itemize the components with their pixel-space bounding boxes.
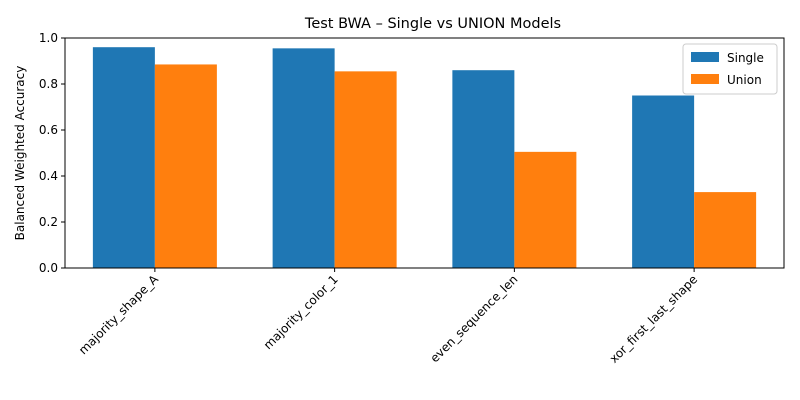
x-tick-label: majority_shape_A: [76, 272, 162, 358]
bar-union-majority-color-1: [334, 71, 397, 268]
y-tick-label: 0.8: [39, 77, 58, 91]
legend-swatch-union: [691, 74, 719, 84]
bar-union-xor-first-last-shape: [694, 192, 757, 268]
legend: Single Union: [682, 43, 778, 95]
y-tick-label: 0.4: [39, 169, 58, 183]
legend-label-single: Single: [727, 51, 764, 65]
bar-single-even-sequence-len: [452, 70, 515, 268]
x-tick-label: even_sequence_len: [427, 272, 520, 365]
bar-single-xor-first-last-shape: [632, 95, 695, 268]
y-axis-label: Balanced Weighted Accuracy: [13, 66, 27, 241]
bar-union-even-sequence-len: [514, 151, 577, 268]
y-tick-label: 1.0: [39, 31, 58, 45]
y-axis-ticks: 0.0 0.2 0.4 0.6 0.8 1.0: [39, 31, 65, 275]
bar-union-majority-shape-A: [154, 64, 217, 268]
y-tick-label: 0.0: [39, 261, 58, 275]
y-tick-label: 0.2: [39, 215, 58, 229]
chart-title: Test BWA – Single vs UNION Models: [304, 16, 561, 32]
plot-frame: [64, 37, 785, 269]
legend-label-union: Union: [727, 73, 762, 87]
x-axis-ticks: majority_shape_A majority_color_1 even_seq…: [76, 268, 700, 366]
legend-swatch-single: [691, 52, 719, 62]
bars-group: [92, 47, 757, 269]
x-tick-label: xor_first_last_shape: [607, 272, 701, 366]
y-tick-label: 0.6: [39, 123, 58, 137]
bar-single-majority-color-1: [272, 48, 335, 268]
x-tick-label: majority_color_1: [261, 272, 341, 352]
bar-single-majority-shape-A: [92, 47, 155, 269]
